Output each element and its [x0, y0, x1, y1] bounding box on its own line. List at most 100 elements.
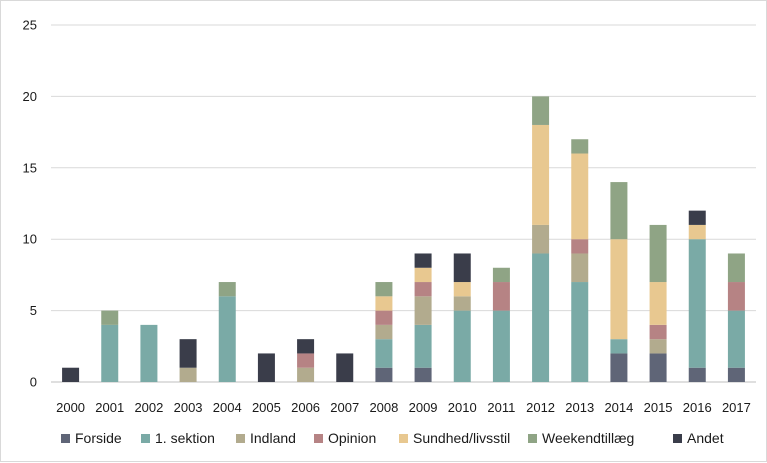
x-tick-label: 2005: [252, 400, 281, 415]
x-tick-label: 2008: [369, 400, 398, 415]
x-axis: 2000 2001 2002 2003 2004 2005 2006 2007 2008 2009…: [56, 400, 751, 415]
bar-segment: [414, 367, 432, 382]
bar-segment: [727, 253, 745, 283]
bar-segment: [453, 282, 471, 297]
bar-segment: [140, 324, 158, 382]
bar-segment: [688, 239, 706, 368]
bar-segment: [610, 239, 628, 340]
bar-segment: [101, 324, 119, 382]
bar-segment: [571, 282, 589, 382]
bar-segment: [492, 267, 510, 283]
bar-segment: [688, 210, 706, 225]
bar-segment: [571, 239, 589, 254]
legend-label: Forside: [75, 430, 122, 446]
x-tick-label: 2003: [174, 400, 203, 415]
legend-swatch: [673, 434, 682, 443]
bar-segment: [532, 253, 550, 382]
bar-segment: [62, 367, 80, 382]
bar-segment: [414, 282, 432, 297]
legend-swatch: [314, 434, 323, 443]
bar-segment: [649, 224, 667, 283]
legend-label: Sundhed/livsstil: [413, 430, 510, 446]
legend-swatch: [399, 434, 408, 443]
bar-segment: [727, 282, 745, 311]
bar-segment: [375, 324, 393, 340]
y-tick-label: 0: [30, 375, 37, 390]
x-tick-label: 2013: [565, 400, 594, 415]
bar-segment: [532, 224, 550, 254]
x-tick-label: 2014: [604, 400, 633, 415]
gridlines: [51, 24, 756, 383]
bar-segment: [532, 124, 550, 225]
bar-segment: [297, 367, 315, 382]
x-tick-label: 2009: [409, 400, 438, 415]
x-tick-label: 2016: [683, 400, 712, 415]
x-tick-label: 2015: [644, 400, 673, 415]
y-tick-label: 25: [23, 18, 37, 33]
bar-segment: [414, 253, 432, 268]
bar-segment: [610, 339, 628, 354]
bar-segment: [375, 310, 393, 325]
y-tick-label: 5: [30, 303, 37, 318]
bar-segment: [649, 324, 667, 340]
x-tick-label: 2002: [134, 400, 163, 415]
x-tick-label: 2012: [526, 400, 555, 415]
x-tick-label: 2000: [56, 400, 85, 415]
bar-segment: [453, 310, 471, 382]
bar-segment: [571, 153, 589, 240]
bar-segment: [179, 367, 197, 382]
bar-segment: [375, 296, 393, 311]
legend-swatch: [528, 434, 537, 443]
legend: Forside 1. sektion Indland Opinion Sundhed/l…: [61, 430, 724, 446]
bar-segment: [453, 253, 471, 283]
x-tick-label: 2010: [448, 400, 477, 415]
legend-swatch: [141, 434, 150, 443]
bar-segment: [571, 253, 589, 283]
x-tick-label: 2017: [722, 400, 751, 415]
legend-label: Weekendtillæg: [542, 430, 634, 446]
legend-swatch: [236, 434, 245, 443]
bar-segment: [414, 267, 432, 283]
bar-segment: [688, 224, 706, 240]
bar-segment: [257, 353, 275, 382]
bar-segment: [688, 367, 706, 382]
legend-swatch: [61, 434, 70, 443]
x-tick-label: 2004: [213, 400, 242, 415]
y-tick-label: 15: [23, 160, 37, 175]
x-tick-label: 2006: [291, 400, 320, 415]
bar-segment: [297, 353, 315, 368]
bar-segment: [532, 96, 550, 125]
legend-label: Indland: [250, 430, 296, 446]
bar-segment: [336, 353, 354, 382]
bar-segment: [610, 353, 628, 382]
bar-segment: [218, 296, 236, 382]
bar-segment: [414, 324, 432, 368]
y-tick-label: 10: [23, 232, 37, 247]
y-axis: 0 5 10 15 20 25: [23, 18, 37, 390]
x-tick-label: 2011: [487, 400, 515, 415]
bar-segment: [727, 367, 745, 382]
legend-label: Andet: [687, 430, 724, 446]
bar-segment: [571, 139, 589, 154]
bar-segment: [492, 282, 510, 311]
y-tick-label: 20: [23, 89, 37, 104]
bar-segment: [179, 339, 197, 368]
bar-segment: [297, 339, 315, 354]
bar-segment: [649, 353, 667, 382]
bar-segment: [101, 310, 119, 325]
bar-segment: [727, 310, 745, 368]
x-tick-label: 2007: [330, 400, 359, 415]
bar-segment: [453, 296, 471, 311]
bar-segment: [375, 282, 393, 297]
bar-segment: [414, 296, 432, 325]
bars: [62, 96, 745, 382]
bar-segment: [492, 310, 510, 382]
bar-segment: [649, 282, 667, 325]
bar-segment: [375, 339, 393, 368]
bar-segment: [649, 339, 667, 354]
bar-segment: [375, 367, 393, 382]
legend-label: Opinion: [328, 430, 376, 446]
x-tick-label: 2001: [95, 400, 124, 415]
